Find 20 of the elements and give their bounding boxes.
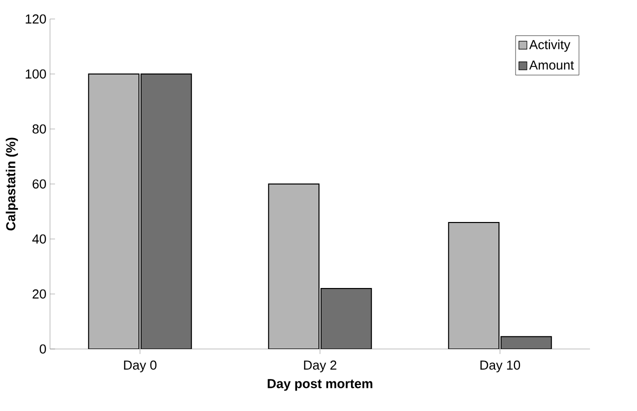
y-axis-title: Calpastatin (%) <box>6 138 18 230</box>
legend-label: Activity <box>529 40 570 52</box>
y-tick-label: 60 <box>32 179 46 189</box>
bar <box>268 183 320 349</box>
y-tick-label: 20 <box>32 289 46 299</box>
x-tick-label: Day 10 <box>480 360 520 372</box>
x-axis-title: Day post mortem <box>268 379 372 391</box>
bar <box>448 222 500 349</box>
y-tick-label: 100 <box>26 69 46 79</box>
y-tick-label: 40 <box>32 234 46 244</box>
bar <box>320 288 372 349</box>
y-tick-label: 0 <box>40 344 46 354</box>
bar <box>500 336 552 349</box>
y-tick-label: 120 <box>26 14 46 24</box>
x-tick-label: Day 0 <box>124 360 156 372</box>
bar <box>140 73 192 349</box>
legend-label: Amount <box>529 60 574 70</box>
x-tick-label: Day 2 <box>304 360 336 372</box>
bar <box>88 73 140 349</box>
y-tick-label: 80 <box>32 124 46 134</box>
